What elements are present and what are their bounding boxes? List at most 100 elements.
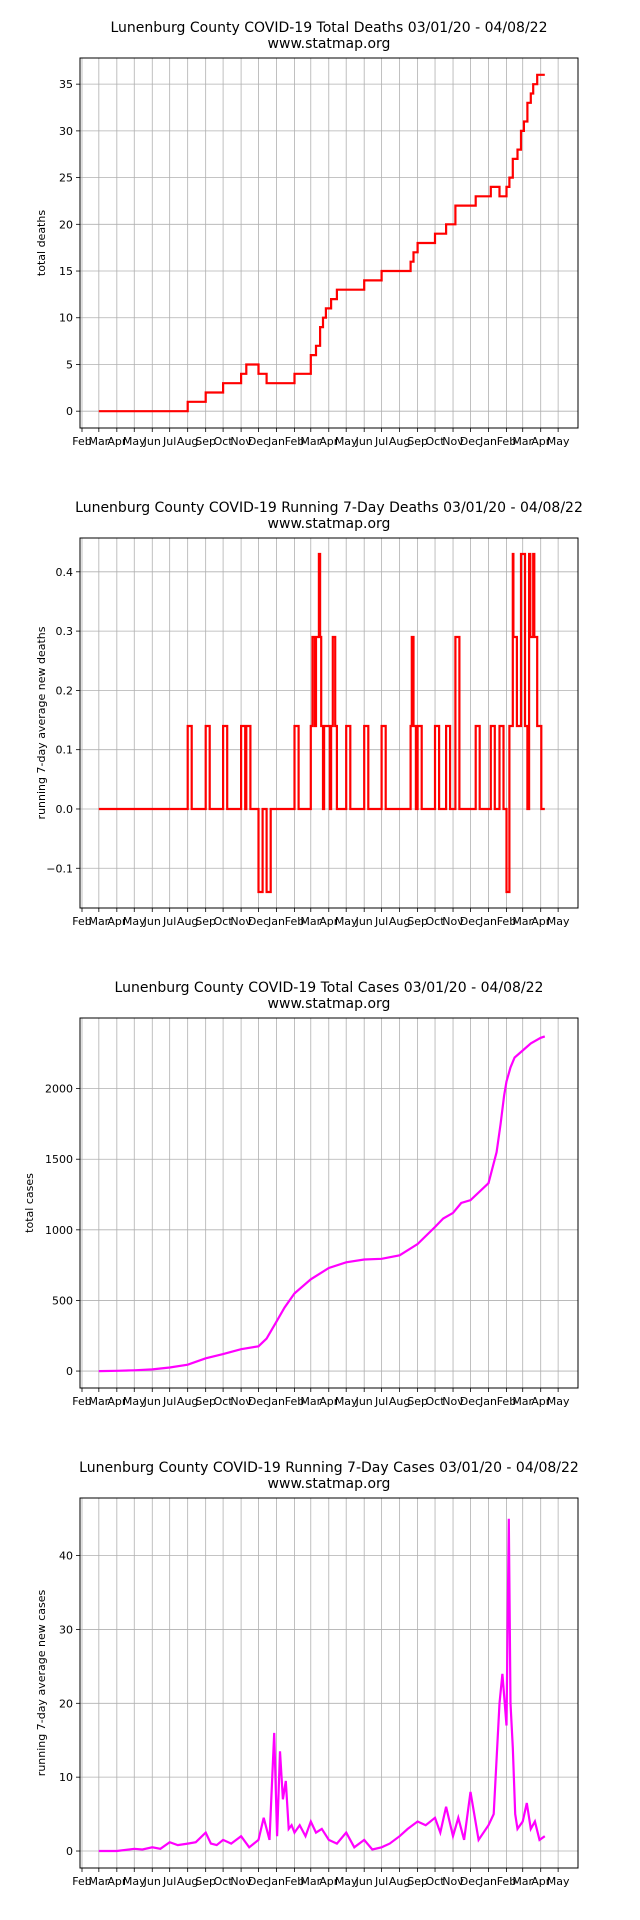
x-tick-label: Oct (426, 1875, 446, 1888)
x-tick-label: Jun (143, 1395, 161, 1408)
x-tick-label: Apr (531, 1875, 551, 1888)
x-tick-label: Jan (267, 1875, 285, 1888)
series-line-1 (98, 73, 545, 413)
x-tick-label: Mar (300, 1875, 321, 1888)
x-tick-label: Jul (374, 1395, 388, 1408)
chart-title: Lunenburg County COVID-19 Running 7-Day … (79, 1460, 579, 1476)
x-tick-label: Oct (426, 435, 446, 448)
chart-panel-3: Lunenburg County COVID-19 Total Cases 03… (23, 980, 579, 1408)
x-tick-label: May (547, 1875, 570, 1888)
y-tick-label: 35 (59, 78, 73, 91)
y-tick-label: 0 (66, 1845, 73, 1858)
x-tick-label: May (335, 435, 358, 448)
x-tick-label: Sep (407, 915, 428, 928)
x-tick-label: Nov (230, 915, 252, 928)
plot-frame (79, 1497, 579, 1869)
y-axis-label: total cases (23, 1173, 36, 1233)
x-tick-label: Mar (512, 915, 533, 928)
x-tick-label: Mar (88, 1875, 109, 1888)
x-tick-label: Apr (107, 1875, 127, 1888)
x-tick-label: Mar (512, 435, 533, 448)
chart-panel-4: Lunenburg County COVID-19 Running 7-Day … (35, 1460, 579, 1888)
x-tick-label: Nov (442, 1875, 464, 1888)
y-tick-label: 15 (59, 265, 73, 278)
x-tick-label: Feb (285, 435, 304, 448)
x-tick-label: Apr (107, 435, 127, 448)
x-tick-label: Apr (319, 915, 339, 928)
chart-subtitle: www.statmap.org (268, 996, 391, 1012)
x-tick-label: Aug (177, 915, 198, 928)
x-tick-label: Jan (267, 915, 285, 928)
x-tick-label: May (123, 1875, 146, 1888)
y-axis-label: total deaths (35, 210, 48, 276)
x-tick-label: Jul (374, 915, 388, 928)
x-tick-label: Mar (88, 435, 109, 448)
x-tick-label: Jul (374, 435, 388, 448)
x-tick-label: May (123, 915, 146, 928)
x-tick-label: May (547, 915, 570, 928)
x-tick-label: Feb (72, 1395, 91, 1408)
y-tick-label: 0.2 (56, 684, 74, 697)
x-tick-label: Jan (479, 435, 497, 448)
x-tick-label: Oct (214, 1395, 234, 1408)
x-tick-label: Aug (177, 435, 198, 448)
x-tick-label: Sep (195, 435, 216, 448)
x-tick-label: Jul (162, 435, 176, 448)
x-tick-label: Aug (389, 915, 410, 928)
plot-frame (79, 1017, 579, 1389)
y-axis-label: running 7-day average new cases (35, 1590, 48, 1777)
x-tick-label: Jan (479, 1395, 497, 1408)
x-tick-label: Feb (72, 915, 91, 928)
x-tick-label: Nov (230, 1875, 252, 1888)
chart-subtitle: www.statmap.org (268, 1476, 391, 1492)
x-tick-label: Feb (285, 1395, 304, 1408)
y-tick-label: 0.1 (56, 744, 74, 757)
x-tick-label: Feb (72, 1875, 91, 1888)
x-tick-label: Jun (143, 915, 161, 928)
x-tick-label: Mar (512, 1395, 533, 1408)
x-tick-label: Nov (442, 435, 464, 448)
x-tick-label: Jan (479, 915, 497, 928)
x-tick-label: Dec (248, 435, 269, 448)
x-tick-label: Sep (407, 1875, 428, 1888)
chart-subtitle: www.statmap.org (268, 516, 391, 532)
y-tick-label: 0 (66, 405, 73, 418)
x-tick-label: Sep (407, 435, 428, 448)
x-tick-label: Oct (214, 435, 234, 448)
y-tick-label: 0.0 (56, 803, 74, 816)
y-tick-label: 40 (59, 1550, 73, 1563)
x-tick-label: Apr (319, 1875, 339, 1888)
x-tick-label: May (547, 1395, 570, 1408)
x-tick-label: Jun (355, 1875, 373, 1888)
series-line-1 (98, 1035, 546, 1373)
x-tick-label: Jan (267, 1395, 285, 1408)
chart-title: Lunenburg County COVID-19 Total Deaths 0… (111, 20, 548, 36)
plot-frame (79, 537, 579, 909)
x-tick-label: Jul (162, 1875, 176, 1888)
x-tick-label: Jul (374, 1875, 388, 1888)
x-tick-label: Aug (389, 435, 410, 448)
x-tick-label: Apr (107, 1395, 127, 1408)
x-tick-label: Feb (72, 435, 91, 448)
y-tick-label: 25 (59, 172, 73, 185)
x-tick-label: Jun (143, 1875, 161, 1888)
y-tick-label: 20 (59, 1697, 73, 1710)
x-tick-label: Dec (460, 435, 481, 448)
y-tick-label: −0.1 (46, 862, 73, 875)
x-tick-label: Mar (88, 915, 109, 928)
x-tick-label: Feb (285, 1875, 304, 1888)
y-axis-label: running 7-day average new deaths (35, 626, 48, 819)
x-tick-label: Sep (195, 915, 216, 928)
x-tick-label: Sep (195, 1395, 216, 1408)
x-tick-label: Jul (162, 915, 176, 928)
x-tick-label: Nov (442, 1395, 464, 1408)
x-tick-label: Feb (497, 435, 516, 448)
y-tick-label: 1500 (45, 1153, 73, 1166)
x-tick-label: Apr (531, 435, 551, 448)
x-tick-label: Oct (426, 1395, 446, 1408)
x-tick-label: Mar (512, 1875, 533, 1888)
x-tick-label: Jan (267, 435, 285, 448)
x-tick-label: Sep (407, 1395, 428, 1408)
y-tick-label: 20 (59, 218, 73, 231)
